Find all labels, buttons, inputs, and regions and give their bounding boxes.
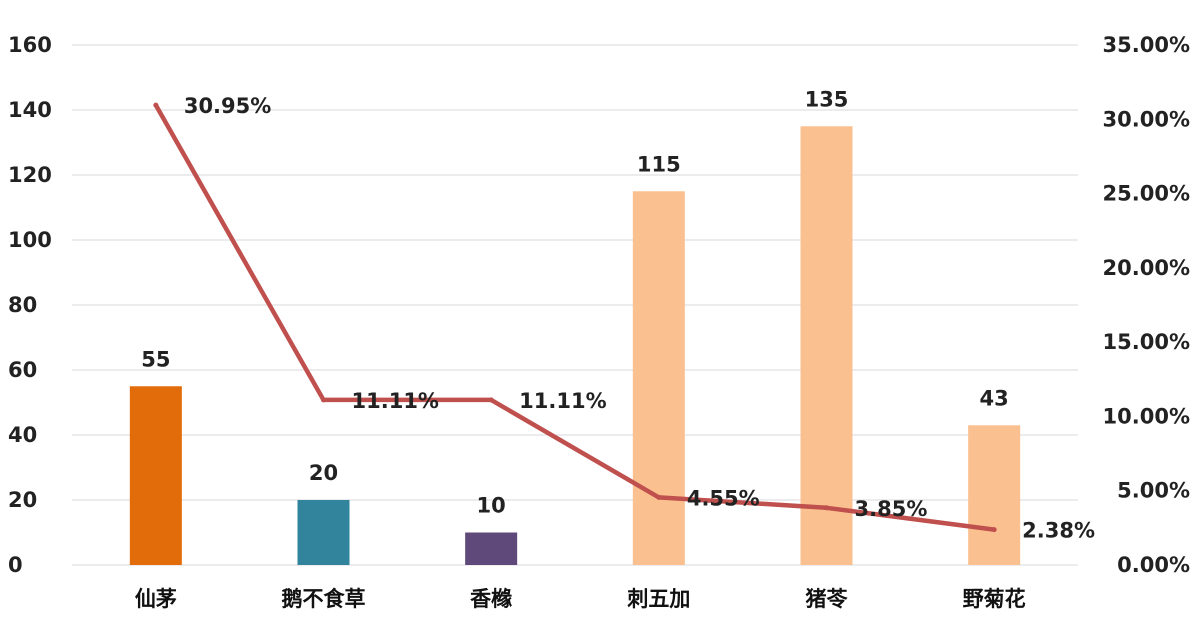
bar-value-label: 55: [141, 347, 170, 371]
right-tick-label: 15.00%: [1103, 330, 1190, 354]
bar-value-label: 115: [637, 152, 681, 176]
left-tick-label: 140: [8, 98, 52, 122]
bar: [800, 126, 853, 565]
line-value-label: 11.11%: [352, 389, 439, 413]
category-label: 野菊花: [963, 587, 1026, 611]
x-axis: 仙茅 鹅不食草 香橼 刺五加 猪苓 野菊花: [135, 587, 1026, 611]
bar-value-label: 20: [309, 461, 338, 485]
left-tick-label: 60: [8, 358, 37, 382]
right-tick-label: 20.00%: [1103, 256, 1190, 280]
gridlines: [72, 44, 1078, 566]
category-label: 猪苓: [805, 587, 849, 611]
line-point: [656, 494, 662, 500]
category-label: 刺五加: [627, 587, 690, 611]
right-tick-label: 35.00%: [1103, 33, 1190, 57]
bar-series: [129, 126, 1021, 565]
line-point: [488, 397, 494, 403]
right-tick-label: 0.00%: [1117, 553, 1190, 577]
bar-value-labels: 55 20 10 115 135 43: [141, 87, 1009, 517]
category-label: 鹅不食草: [282, 587, 366, 611]
bar: [297, 500, 350, 565]
bar: [968, 425, 1021, 565]
bar-value-label: 135: [805, 87, 849, 111]
right-tick-label: 30.00%: [1103, 107, 1190, 131]
left-tick-label: 80: [8, 293, 37, 317]
right-y-axis: 0.00% 5.00% 10.00% 15.00% 20.00% 25.00% 30.00%…: [1103, 33, 1190, 577]
line-point: [153, 102, 159, 108]
bar: [129, 386, 182, 565]
line-series: [153, 102, 997, 533]
series-line: [153, 102, 997, 532]
category-label: 香橼: [470, 587, 512, 611]
category-label: 仙茅: [135, 587, 177, 611]
bar: [632, 191, 685, 565]
line-value-label: 3.85%: [855, 497, 928, 521]
left-tick-label: 100: [8, 228, 52, 252]
right-tick-label: 5.00%: [1117, 479, 1190, 503]
left-tick-label: 0: [8, 553, 23, 577]
left-tick-label: 20: [8, 488, 37, 512]
bar-value-label: 10: [477, 494, 506, 518]
right-tick-label: 25.00%: [1103, 182, 1190, 206]
line-point: [991, 527, 997, 533]
line-value-label: 2.38%: [1022, 519, 1095, 543]
line-point: [321, 397, 326, 403]
bar: [465, 532, 518, 565]
right-tick-label: 10.00%: [1103, 404, 1190, 428]
left-y-axis: 0 20 40 60 80 100 120 140 160: [8, 33, 52, 577]
bar-value-label: 43: [980, 386, 1009, 410]
left-tick-label: 120: [8, 163, 52, 187]
line-value-labels: 30.95% 11.11% 11.11% 4.55% 3.85% 2.38%: [184, 94, 1095, 542]
line-value-label: 4.55%: [687, 486, 760, 510]
left-tick-label: 160: [8, 33, 52, 57]
line-value-label: 11.11%: [519, 389, 606, 413]
line-point: [824, 505, 829, 511]
line-value-label: 30.95%: [184, 94, 271, 118]
left-tick-label: 40: [8, 423, 37, 447]
